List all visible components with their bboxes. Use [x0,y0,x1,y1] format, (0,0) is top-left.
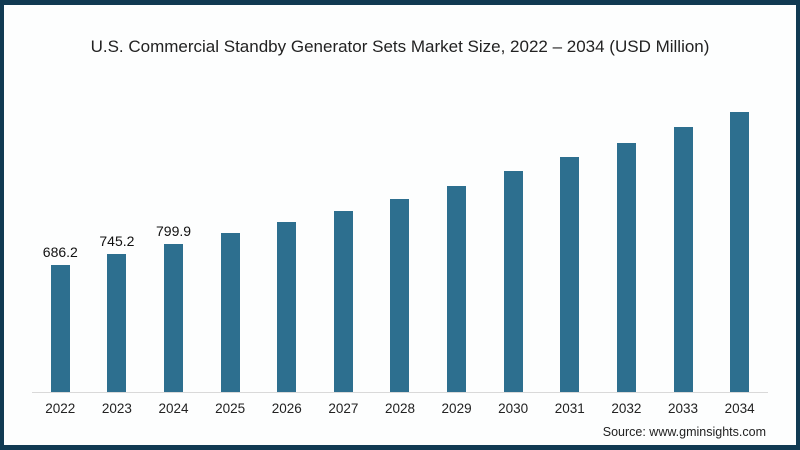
x-tick-2033: 2033 [667,401,699,416]
bar-slot-2025 [202,99,259,392]
bar-2024 [164,243,184,392]
bar-slot-2022: 686.2 [32,99,89,392]
value-label-2022: 686.2 [42,243,78,260]
x-tick-2022: 2022 [45,401,76,416]
bars-row: 686.2 745.2 799.9 [32,99,768,393]
bar-2025 [220,232,240,392]
bar-slot-2023: 745.2 [89,99,146,392]
bar-2026 [277,222,297,392]
x-tick-2025: 2025 [215,401,246,416]
bar-2034 [730,111,750,392]
x-tick-2024: 2024 [158,401,189,416]
bar-2027 [333,211,353,392]
source-text: Source: www.gminsights.com [602,425,766,439]
x-tick-2026: 2026 [271,401,302,416]
bar-2022 [50,264,70,392]
bar-slot-2031 [541,99,598,392]
bar-2031 [560,157,580,392]
bar-slot-2032 [598,99,655,392]
bar-2023 [107,253,127,392]
bar-2029 [447,186,467,392]
bar-2030 [503,171,523,392]
value-label-2023: 745.2 [99,232,135,249]
bar-slot-2030 [485,99,542,392]
x-tick-2034: 2034 [724,401,755,416]
x-tick-2027: 2027 [328,401,359,416]
bar-slot-2028 [372,99,429,392]
value-label-2024: 799.9 [156,222,192,239]
bar-slot-2027 [315,99,372,392]
bar-slot-2029 [428,99,485,392]
x-tick-2031: 2031 [554,401,585,416]
chart-title: U.S. Commercial Standby Generator Sets M… [90,37,710,56]
bar-slot-2024: 799.9 [145,99,202,392]
bar-2028 [390,199,410,392]
x-tick-2032: 2032 [611,401,642,416]
x-tick-2023: 2023 [101,401,132,416]
x-tick-2029: 2029 [441,401,472,416]
bar-slot-2026 [258,99,315,392]
x-tick-2028: 2028 [384,401,415,416]
bar-2033 [673,126,693,392]
bar-slot-2033 [655,99,712,392]
x-axis-labels: 2022 2023 2024 2025 2026 2027 2028 2029 2030 2031… [32,401,768,416]
plot-area: 686.2 745.2 799.9 2022 2023 2024 2025 2026 2027… [32,99,768,416]
bar-slot-2034 [711,99,768,392]
x-tick-2030: 2030 [498,401,529,416]
bar-2032 [616,142,636,392]
